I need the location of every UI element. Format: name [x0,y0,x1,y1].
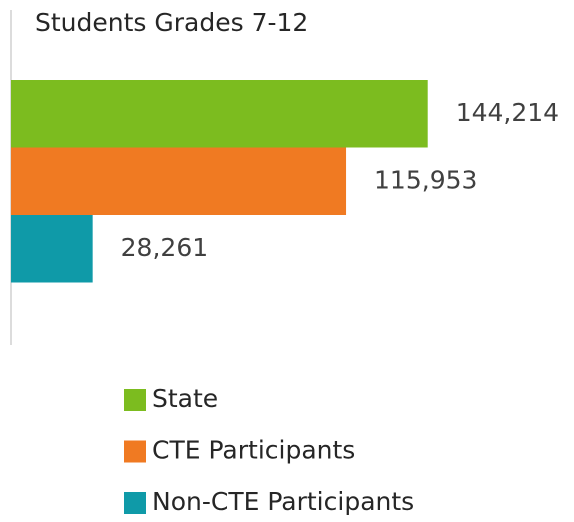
legend-swatch [124,492,146,514]
value-label: 144,214 [456,98,559,127]
bar [11,80,428,148]
chart-title: Students Grades 7-12 [35,8,308,37]
value-label: 115,953 [374,165,477,194]
legend-label: Non-CTE Participants [152,487,414,516]
legend-swatch [124,440,146,463]
legend-label: State [152,384,218,413]
legend-label: CTE Participants [152,436,355,465]
legend-swatch [124,389,146,411]
bar [11,215,93,283]
value-label: 28,261 [121,233,208,262]
bar [11,147,347,215]
